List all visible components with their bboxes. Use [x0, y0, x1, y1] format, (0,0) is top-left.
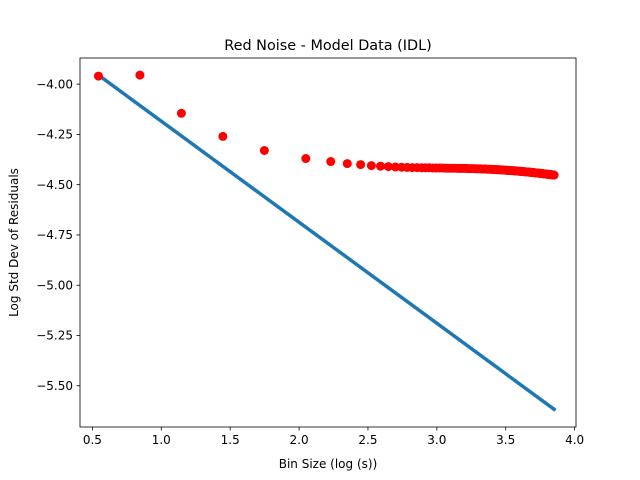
x-tick-label: 1.0: [152, 433, 171, 447]
x-tick-label: 3.0: [427, 433, 446, 447]
y-tick-label: −4.75: [36, 228, 73, 242]
data-point: [375, 161, 385, 171]
x-tick-label: 0.5: [83, 433, 102, 447]
data-point: [383, 162, 393, 172]
y-axis-title: Log Std Dev of Residuals: [7, 168, 21, 317]
x-tick-label: 2.5: [358, 433, 377, 447]
data-point: [176, 108, 186, 118]
fit-line: [96, 72, 557, 412]
y-axis: −4.00 −4.25 −4.50 −4.75 −5.00 −5.25 −5.50: [36, 77, 80, 393]
y-tick-label: −4.25: [36, 128, 73, 142]
y-tick-label: −5.25: [36, 329, 73, 343]
data-point: [218, 131, 228, 141]
data-point: [549, 170, 559, 180]
data-point: [326, 157, 336, 167]
y-tick-label: −5.50: [36, 379, 73, 393]
x-tick-label: 2.0: [290, 433, 309, 447]
data-point: [366, 161, 376, 171]
x-axis: 0.5 1.0 1.5 2.0 2.5 3.0 3.5 4.0: [83, 427, 584, 447]
series-layer: [93, 70, 559, 412]
plot-frame: [79, 57, 577, 428]
chart-title: Red Noise - Model Data (IDL): [224, 38, 431, 54]
y-tick-label: −4.50: [36, 178, 73, 192]
data-point: [135, 70, 145, 80]
x-axis-title: Bin Size (log (s)): [279, 457, 378, 471]
y-tick-label: −4.00: [36, 77, 73, 91]
y-tick-label: −5.00: [36, 278, 73, 292]
data-point: [342, 159, 352, 169]
data-point: [356, 160, 366, 170]
data-point: [301, 154, 311, 164]
x-tick-label: 1.5: [221, 433, 240, 447]
x-tick-label: 4.0: [565, 433, 584, 447]
x-tick-label: 3.5: [496, 433, 515, 447]
data-point: [259, 146, 269, 155]
data-point: [93, 71, 103, 81]
